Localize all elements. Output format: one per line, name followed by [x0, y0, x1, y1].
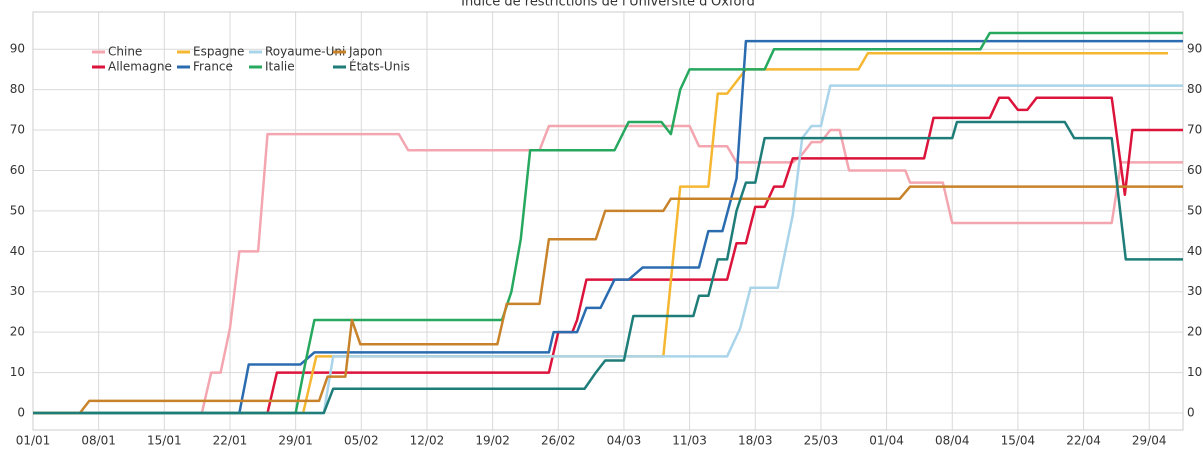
y-tick-label-right: 10 [1187, 365, 1202, 379]
y-tick-label-right: 0 [1187, 406, 1195, 420]
y-tick-label-right: 50 [1187, 203, 1202, 217]
plot-frame [32, 11, 1184, 431]
legend-label: Italie [265, 60, 295, 74]
chart-title: Indice de restrictions de l'Université d… [461, 0, 755, 10]
x-tick-label: 22/01 [213, 434, 248, 448]
series-line [33, 124, 1183, 415]
series-line [33, 31, 1183, 415]
series-line [33, 185, 1183, 415]
x-tick-label: 11/03 [672, 434, 707, 448]
legend-label: Chine [108, 45, 142, 59]
y-tick-label-right: 90 [1187, 42, 1202, 56]
y-tick-label: 10 [10, 365, 25, 379]
x-tick-label: 18/03 [738, 434, 773, 448]
x-tick-label: 04/03 [607, 434, 642, 448]
y-tick-label: 0 [17, 406, 25, 420]
legend-label: Allemagne [108, 60, 172, 74]
y-tick-label: 30 [10, 284, 25, 298]
y-tick-label: 80 [10, 82, 25, 96]
x-tick-label: 12/02 [410, 434, 445, 448]
x-tick-label: 01/04 [869, 434, 904, 448]
legend-label: Japon [348, 45, 382, 59]
legend-label: France [193, 60, 233, 74]
y-tick-label: 20 [10, 325, 25, 339]
legend-label: Espagne [193, 45, 244, 59]
series-line [33, 39, 1183, 415]
y-tick-label-right: 70 [1187, 123, 1202, 137]
y-tick-label-right: 30 [1187, 284, 1202, 298]
y-tick-label: 70 [10, 123, 25, 137]
y-tick-label: 40 [10, 244, 25, 258]
y-tick-label: 60 [10, 163, 25, 177]
x-tick-label: 08/04 [935, 434, 970, 448]
y-tick-label-right: 40 [1187, 244, 1202, 258]
legend-label: Royaume-Uni [265, 45, 345, 59]
x-tick-label: 29/01 [278, 434, 313, 448]
x-tick-label: 22/04 [1066, 434, 1101, 448]
x-tick-label: 15/01 [147, 434, 182, 448]
x-tick-label: 08/01 [81, 434, 116, 448]
y-tick-label: 50 [10, 203, 25, 217]
y-tick-label: 90 [10, 42, 25, 56]
x-tick-label: 25/03 [804, 434, 839, 448]
x-tick-label: 26/02 [541, 434, 576, 448]
x-tick-label: 29/04 [1132, 434, 1167, 448]
series-line [33, 84, 1183, 415]
y-tick-label-right: 20 [1187, 325, 1202, 339]
series-line [33, 51, 1168, 415]
series-line [33, 120, 1183, 415]
y-tick-label-right: 80 [1187, 82, 1202, 96]
y-tick-label-right: 60 [1187, 163, 1202, 177]
legend-label: États-Unis [349, 59, 410, 74]
x-tick-label: 05/02 [344, 434, 379, 448]
x-tick-label: 01/01 [16, 434, 51, 448]
x-tick-label: 15/04 [1001, 434, 1036, 448]
x-tick-label: 19/02 [475, 434, 510, 448]
